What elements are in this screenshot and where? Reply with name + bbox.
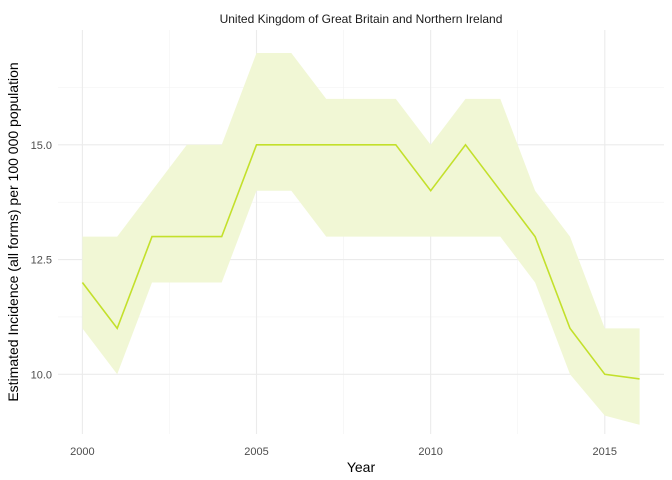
series-line-group (81, 143, 640, 380)
y-axis-title: Estimated Incidence (all forms) per 100 … (5, 62, 21, 401)
x-tick-label: 2005 (244, 446, 268, 458)
y-tick-label: 12.5 (31, 255, 52, 267)
x-axis-title: Year (347, 459, 376, 475)
confidence-band-group (82, 53, 640, 425)
series-line (81, 143, 640, 380)
x-axis-tick-labels: 2000 2005 2010 2015 (70, 446, 617, 458)
y-tick-label: 15.0 (31, 140, 52, 152)
y-tick-label: 10.0 (31, 369, 52, 381)
y-axis-tick-labels: 10.0 12.5 15.0 (31, 140, 52, 382)
chart-title: United Kingdom of Great Britain and Nort… (220, 12, 503, 26)
confidence-band (82, 53, 640, 425)
x-tick-label: 2000 (70, 446, 94, 458)
x-tick-label: 2015 (593, 446, 617, 458)
x-tick-label: 2010 (418, 446, 442, 458)
